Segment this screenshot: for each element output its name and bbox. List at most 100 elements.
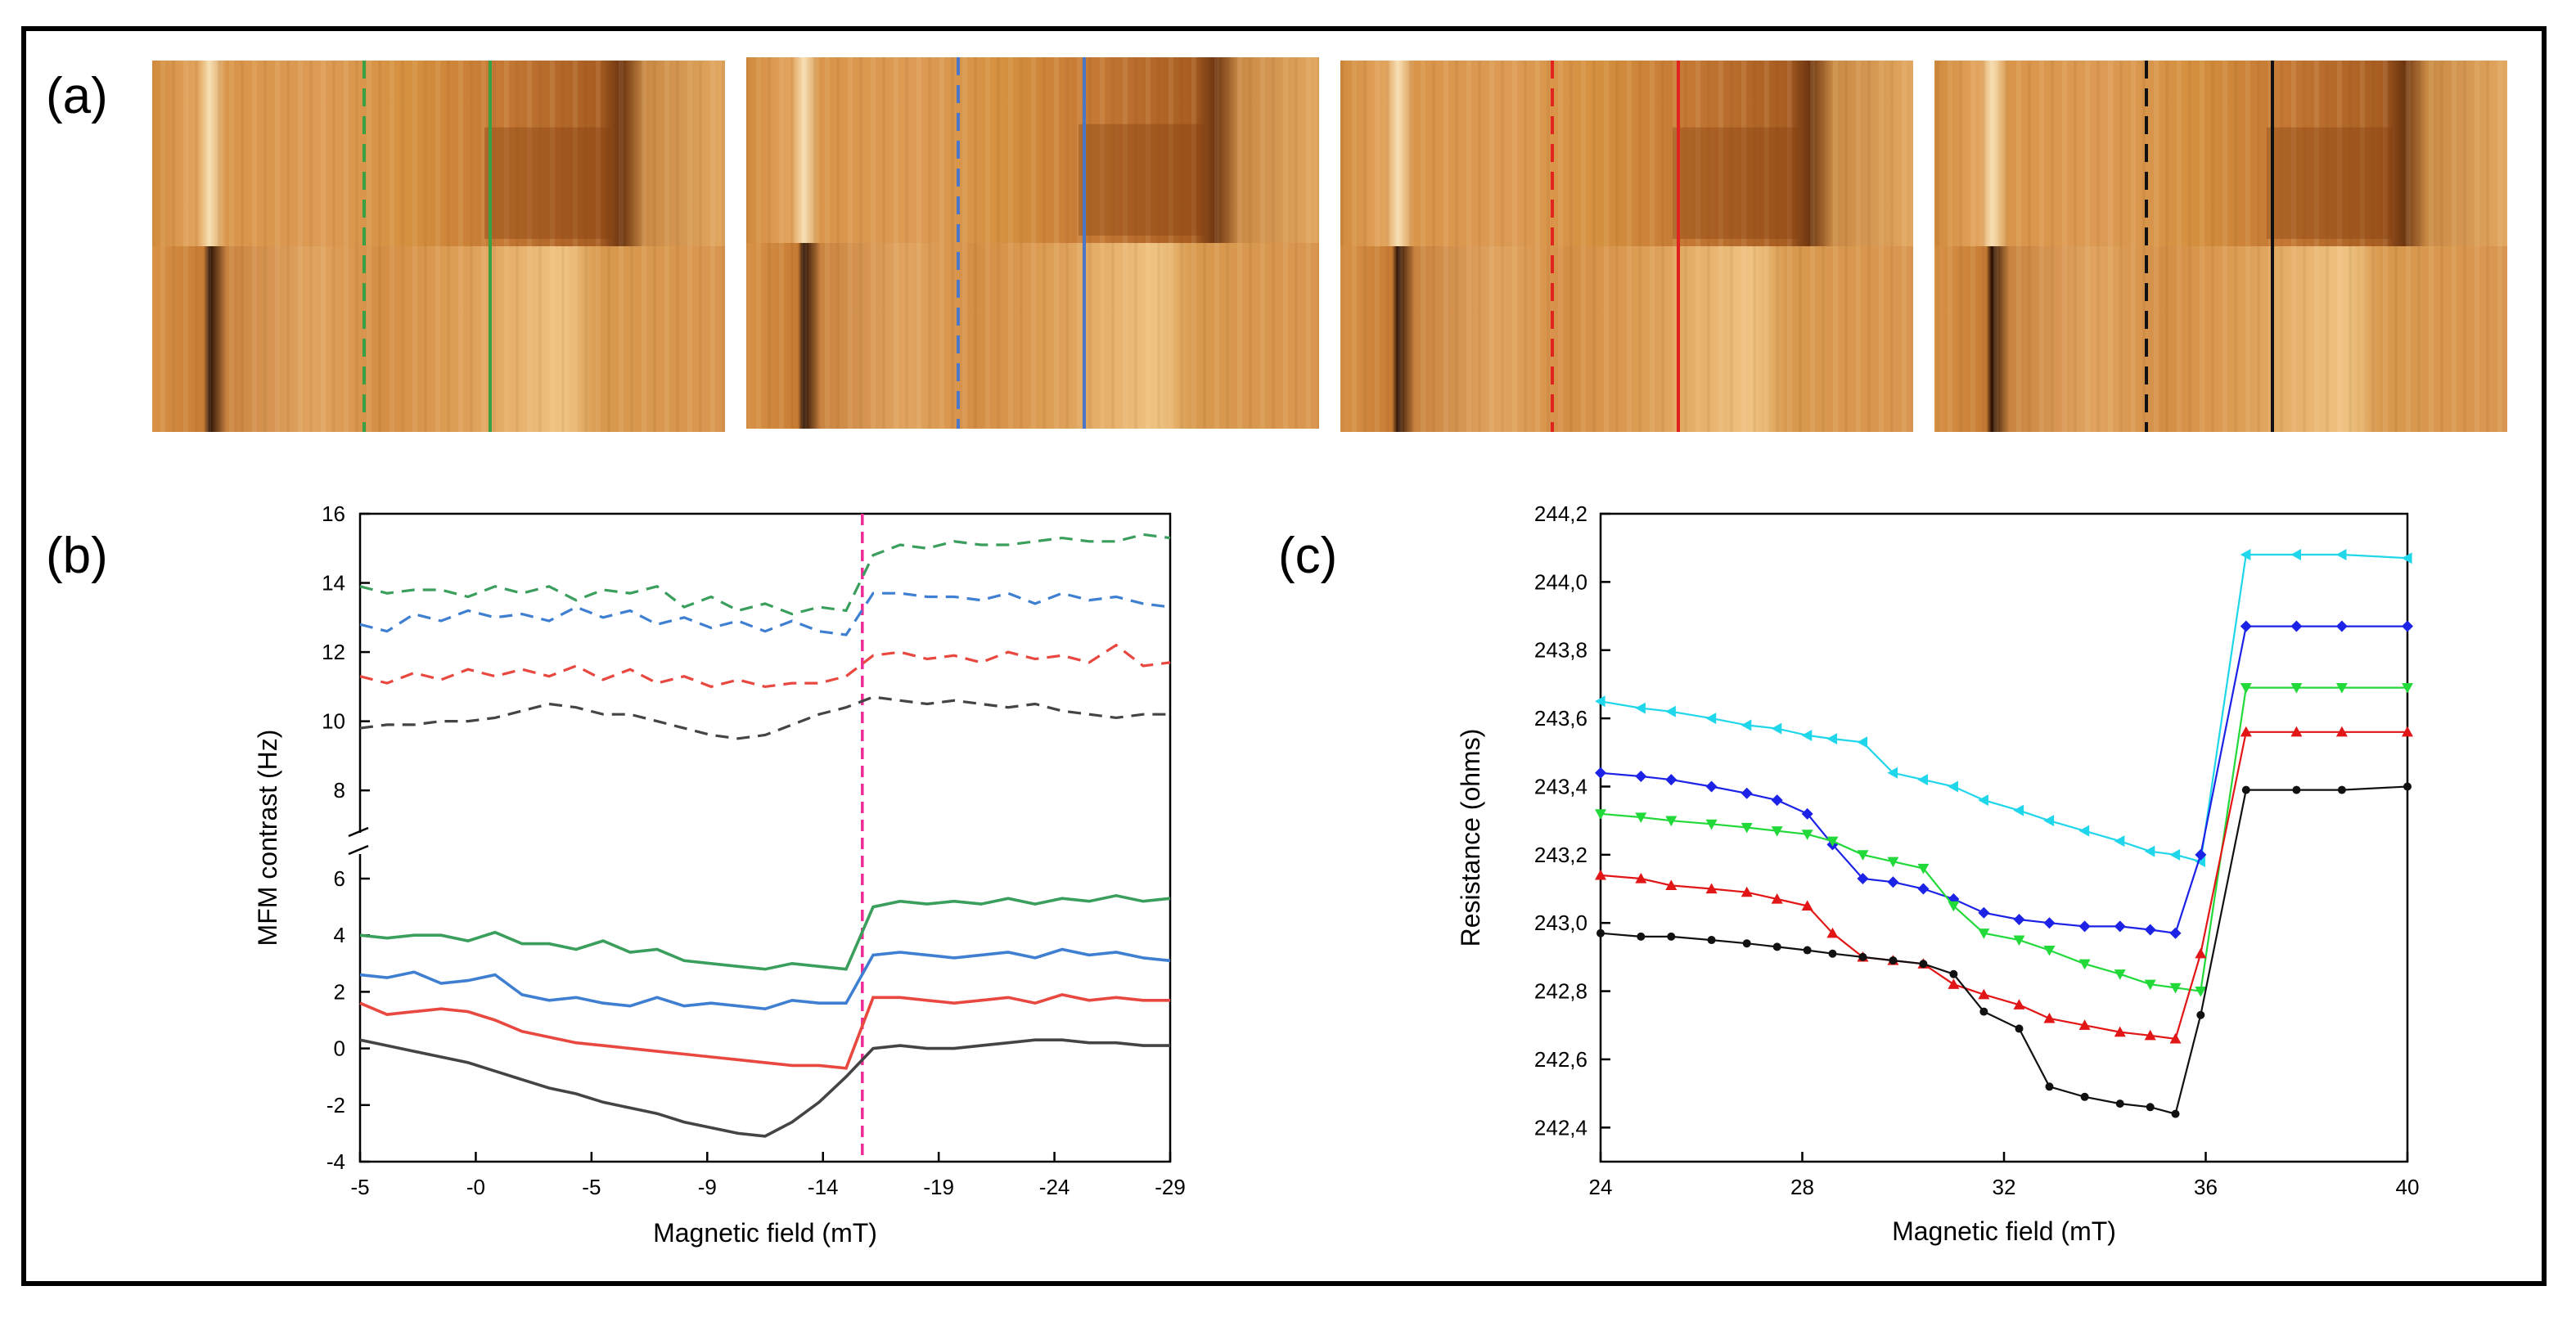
chart-c-point — [1801, 830, 1813, 840]
mfm-image-texture — [1340, 61, 1913, 432]
chart-c-point — [1635, 770, 1647, 782]
chart-c-point — [1596, 929, 1605, 938]
chart-c-point — [2292, 785, 2301, 794]
chart-c-point — [2240, 726, 2252, 737]
chart-c-line-red — [1600, 731, 2407, 1041]
chart-c-point — [2290, 620, 2303, 632]
chart-b-xtick-label: -9 — [698, 1175, 717, 1199]
chart-c-xtick-label: 24 — [1589, 1175, 1613, 1199]
chart-c-ytick-label: 242,8 — [1534, 979, 1587, 1004]
chart-b-series-black — [359, 1038, 1170, 1138]
chart-c-point — [1889, 956, 1898, 965]
chart-c-point — [1978, 929, 1990, 939]
chart-c-point — [1665, 879, 1678, 890]
chart-b-series-blue — [359, 947, 1171, 1011]
chart-c-point — [1826, 836, 1839, 848]
chart-c-point — [2043, 945, 2056, 956]
mfm-image-row — [152, 57, 2507, 432]
mfm-domain-block — [1079, 124, 1205, 236]
chart-c-line-green — [1600, 686, 2407, 992]
chart-b-ytick-label: 4 — [334, 923, 345, 947]
chart-b-ylabel: MFM contrast (Hz) — [253, 730, 282, 947]
chart-c-point — [1705, 780, 1718, 793]
chart-c-point — [1826, 733, 1838, 745]
chart-c-point — [2335, 620, 2348, 632]
chart-c-point — [2114, 835, 2125, 848]
chart-c-point — [2078, 1019, 2091, 1030]
chart-c-point — [1887, 857, 1899, 868]
mfm-image-texture — [746, 57, 1319, 429]
chart-c-point — [1978, 906, 1990, 919]
chart-c-point — [2195, 856, 2205, 868]
panel-label-a: (a) — [46, 68, 108, 124]
chart-b-ytick-label: 12 — [322, 640, 345, 664]
chart-c-point — [1917, 883, 1930, 895]
chart-c-point — [2240, 549, 2251, 561]
chart-b-ytick-label: -4 — [327, 1149, 345, 1174]
chart-b-xtick-label: -19 — [923, 1175, 954, 1199]
chart-b-axis-break-mark — [348, 844, 369, 856]
chart-c-point — [1637, 932, 1646, 941]
mfm-image-blue — [746, 57, 1319, 429]
chart-c-point — [1635, 873, 1647, 884]
panel-label-b: (b) — [46, 528, 108, 584]
chart-b-xtick-label: -0 — [466, 1175, 485, 1199]
chart-c-point — [1667, 932, 1676, 941]
chart-c-xtick-label: 36 — [2194, 1175, 2218, 1199]
chart-b-xtick-label: -14 — [808, 1175, 839, 1199]
chart-c-point — [2337, 785, 2346, 794]
chart-b-xtick-label: -5 — [350, 1175, 369, 1199]
panel-label-c: (c) — [1278, 528, 1337, 584]
chart-c-point — [2013, 914, 2025, 926]
chart-c-point — [2013, 935, 2025, 947]
chart-c-point — [2195, 986, 2207, 997]
chart-c-point — [2043, 917, 2056, 929]
chart-c-point — [2114, 1026, 2126, 1037]
chart-c-point — [1919, 960, 1928, 969]
chart-c-point — [1858, 952, 1867, 961]
chart-c-point — [1741, 886, 1753, 897]
chart-c-point — [2196, 1010, 2205, 1019]
chart-c-series-green — [1595, 682, 2413, 997]
chart-b-series-green — [359, 893, 1171, 971]
chart-b-xlabel: Magnetic field (mT) — [653, 1218, 877, 1248]
chart-c: 242,4 242,6 242,8 243,0 243,2 243,4 243,6 243,8… — [1456, 501, 2419, 1246]
chart-c-point — [2078, 825, 2090, 837]
chart-c-point — [1771, 826, 1783, 837]
chart-c-point — [1887, 767, 1898, 779]
chart-c-point — [1741, 719, 1752, 731]
chart-c-line-black — [1600, 785, 2408, 1115]
chart-c-point — [2403, 782, 2412, 791]
chart-c-point — [1595, 869, 1606, 880]
chart-c-series-black — [1596, 782, 2412, 1118]
mfm-image-texture — [152, 61, 725, 432]
chart-c-point — [2241, 785, 2250, 794]
chart-c-point — [2402, 620, 2413, 632]
chart-c-point — [1917, 774, 1928, 786]
chart-b-series-red-dashed — [359, 643, 1171, 689]
chart-c-point — [1665, 705, 1676, 717]
chart-c-point — [2114, 969, 2126, 980]
chart-c-point — [2195, 848, 2207, 861]
chart-c-point — [2240, 620, 2252, 632]
chart-c-point — [1742, 939, 1751, 948]
chart-c-ytick-label: 242,4 — [1534, 1115, 1587, 1140]
chart-b: -4 -2 0 2 4 6 8 10 12 14 16 -5 -0 -5 -9 -14 -19 -24 -29 Mag… — [253, 501, 1186, 1248]
chart-b-axis-break-gap — [350, 833, 370, 854]
chart-c-ytick-label: 244,0 — [1534, 569, 1587, 594]
chart-c-series-red — [1595, 726, 2413, 1044]
chart-c-line-blue — [1600, 625, 2407, 934]
chart-c-point — [1857, 850, 1869, 861]
chart-c-xtick-label: 32 — [1993, 1175, 2016, 1199]
chart-c-point — [2402, 682, 2413, 694]
chart-c-point — [1801, 807, 1813, 820]
chart-b-ytick-label: 10 — [322, 709, 345, 734]
chart-c-ytick-label: 243,2 — [1534, 843, 1587, 867]
chart-b-series-red — [359, 993, 1170, 1070]
chart-c-point — [1948, 901, 1960, 912]
mfm-image-texture — [1934, 61, 2507, 432]
chart-c-point — [2045, 1082, 2054, 1091]
chart-c-point — [1948, 978, 1960, 989]
mfm-domain-block — [1673, 127, 1799, 239]
